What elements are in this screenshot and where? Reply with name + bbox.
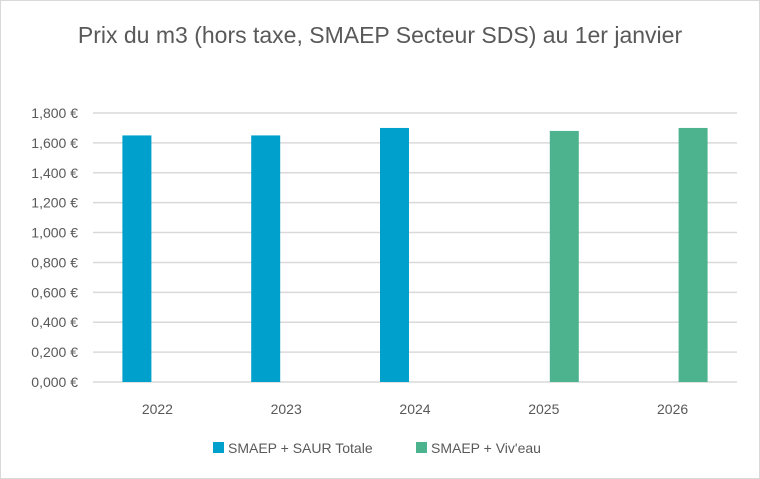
y-tick-labels: 0,000 € 0,200 € 0,400 € 0,600 € 0,800 € 1,000… [31,105,78,390]
legend-swatch [213,442,224,453]
y-tick-label: 0,000 € [31,374,78,390]
legend: SMAEP + SAUR Totale SMAEP + Viv'eau [213,440,541,456]
y-tick-label: 0,600 € [31,284,78,300]
bars [122,127,708,382]
gridlines [93,112,737,383]
bar-2022-saur [122,135,152,382]
chart-title: Prix du m3 (hors taxe, SMAEP Secteur SDS… [77,22,683,48]
x-tick-label: 2022 [142,401,173,417]
bar-2026-viveau [678,127,708,382]
bar-2025-viveau [549,130,579,382]
y-tick-label: 1,200 € [31,195,78,211]
y-tick-label: 1,000 € [31,225,78,241]
bar-2023-saur [251,135,281,382]
legend-label: SMAEP + SAUR Totale [228,440,373,456]
x-tick-label: 2023 [271,401,302,417]
x-tick-label: 2025 [528,401,559,417]
y-tick-label: 1,800 € [31,105,78,121]
y-tick-label: 1,400 € [31,165,78,181]
x-tick-labels: 2022 2023 2024 2025 2026 [142,401,689,417]
legend-swatch [416,442,427,453]
legend-label: SMAEP + Viv'eau [431,440,541,456]
y-tick-label: 1,600 € [31,135,78,151]
y-tick-label: 0,200 € [31,344,78,360]
x-tick-label: 2024 [399,401,430,417]
y-tick-label: 0,800 € [31,254,78,270]
bar-2024-saur [380,127,409,382]
x-tick-label: 2026 [657,401,688,417]
legend-item: SMAEP + Viv'eau [416,440,541,456]
y-tick-label: 0,400 € [31,314,78,330]
legend-item: SMAEP + SAUR Totale [213,440,373,456]
